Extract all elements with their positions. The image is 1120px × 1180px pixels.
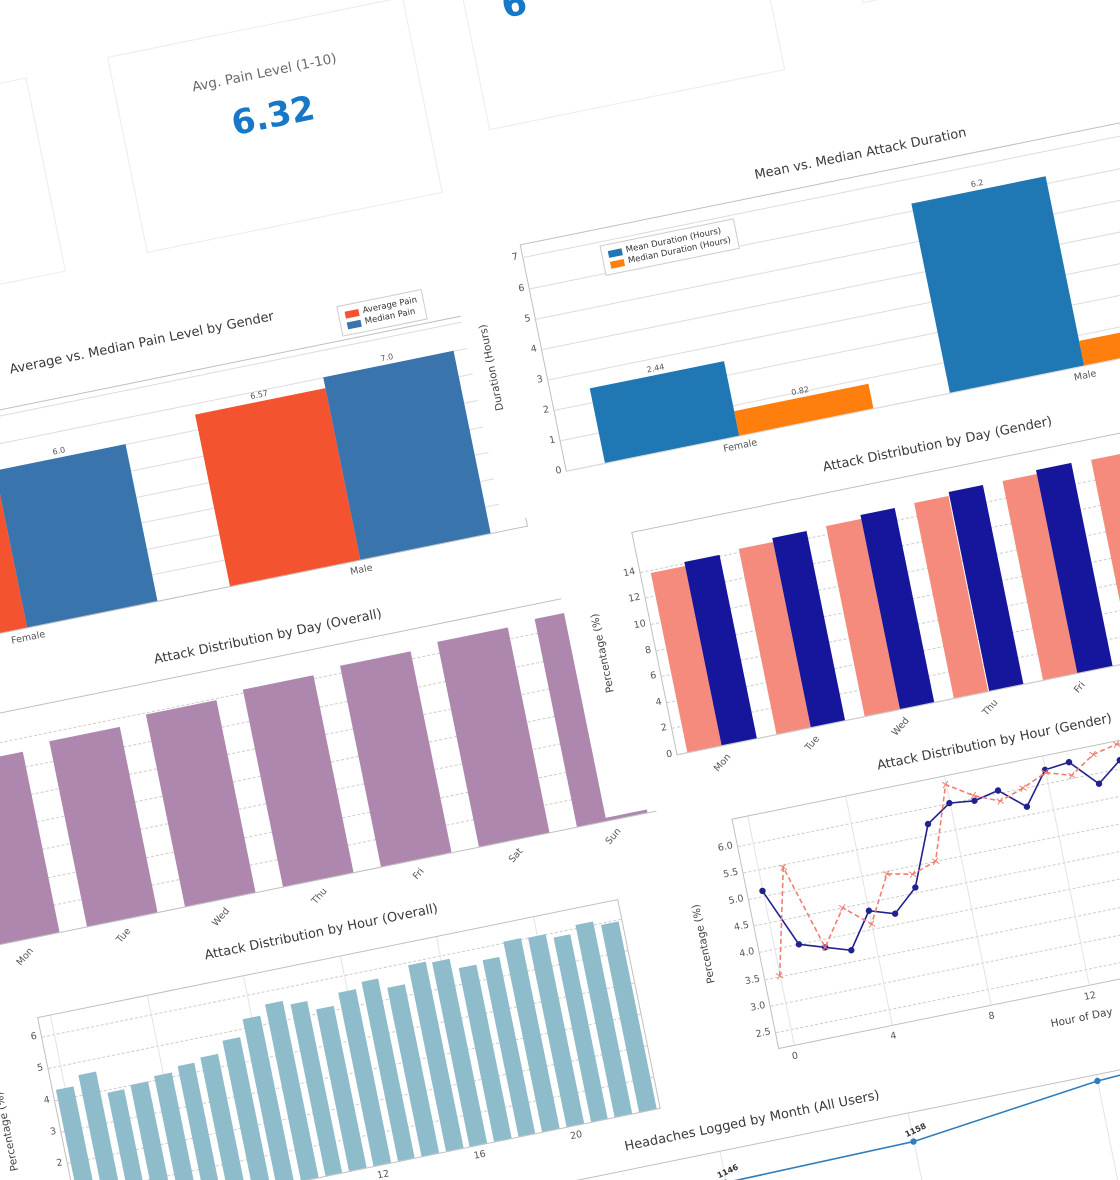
x-tick-label: Wed (210, 905, 233, 929)
legend-swatch (344, 308, 360, 319)
x-tick-label: 12 (376, 1168, 391, 1180)
legend-swatch (609, 258, 625, 269)
chart-hour-gender: Attack Distribution by Hour (Gender) 2.5 3… (653, 646, 1120, 1120)
bar (340, 651, 452, 867)
x-tick-label: 4 (889, 1030, 898, 1043)
x-tick-label: 12 (1083, 989, 1098, 1003)
x-tick-label: Male (1073, 368, 1098, 384)
y-tick-label: 6 (649, 670, 658, 683)
y-tick-label: 0 (554, 464, 563, 477)
y-tick-label: 3.5 (743, 973, 761, 987)
bar (145, 699, 256, 907)
x-tick-label: Thu (980, 697, 1000, 719)
x-tick-label: 8 (987, 1010, 996, 1023)
y-tick-label: 14 (622, 566, 637, 580)
y-tick-label: 5.0 (727, 893, 745, 908)
bar (911, 176, 1085, 393)
y-tick-label: 2.5 (754, 1026, 772, 1040)
y-tick-label: 10 (632, 618, 647, 632)
y-axis-label: Percentage (%) (0, 1090, 22, 1173)
y-axis-label: Percentage (%) (588, 612, 617, 694)
bar-value-label: 7.0 (379, 351, 394, 364)
y-axis-label: Percentage (%) (689, 902, 718, 985)
chart-headaches-by-month: Headaches Logged by Month (All Users) 114… (200, 960, 1120, 1180)
kpi-card-offscreen-left (0, 77, 66, 332)
clipped-kpi-digit: 6 (497, 0, 531, 27)
x-tick-label: Wed (889, 715, 912, 739)
x-axis-label: Hour of Day (1049, 1005, 1114, 1031)
y-tick-label: 4.0 (738, 946, 756, 961)
bar-value-label: 6.0 (51, 445, 67, 458)
y-tick-label: 8 (644, 644, 653, 657)
y-tick-label: 4 (654, 696, 663, 709)
y-tick-label: 2 (542, 403, 551, 416)
y-tick-label: 1 (548, 434, 557, 447)
y-tick-label: 12 (627, 592, 642, 606)
y-tick-label: 6 (517, 282, 526, 295)
svg-text:1146: 1146 (716, 1162, 740, 1180)
x-tick-label: 20 (569, 1129, 584, 1143)
x-tick-label: Tue (114, 925, 134, 946)
y-tick-label: 2 (55, 1156, 64, 1169)
bar (0, 444, 158, 628)
y-tick-label: 4 (42, 1093, 51, 1106)
x-tick-label: 0 (791, 1050, 800, 1063)
x-tick-label: 16 (472, 1148, 487, 1162)
y-tick-label: 4.5 (733, 919, 751, 934)
x-tick-label: Female (10, 629, 47, 647)
x-tick-label: Thu (309, 885, 330, 907)
y-tick-label: 6.0 (716, 840, 734, 855)
y-tick-label: 2 (659, 722, 669, 735)
bar-value-label: 6.2 (969, 178, 985, 190)
kpi-value: 6.32 (228, 88, 319, 145)
y-tick-label: 3.0 (749, 999, 767, 1014)
kpi-card-clipped-right (822, 0, 1120, 4)
y-tick-label: 3 (49, 1125, 58, 1138)
bar (589, 361, 740, 463)
legend-swatch (607, 247, 623, 258)
x-tick-label: Mon (712, 751, 734, 775)
x-tick-label: Sun (603, 826, 624, 848)
y-tick-label: 6 (29, 1031, 38, 1044)
x-tick-label: Male (349, 562, 374, 578)
y-tick-label: 5 (523, 312, 532, 325)
bar (49, 726, 158, 927)
plot-area: 1146 1158 1255 (247, 997, 1120, 1180)
bar (0, 752, 60, 947)
legend-swatch (346, 319, 362, 329)
kpi-card-avg-pain: Avg. Pain Level (1-10) 6.32 (107, 0, 443, 253)
y-tick-label: 5 (36, 1062, 45, 1075)
y-tick-label: 3 (535, 373, 545, 386)
x-tick-label: Sat (506, 846, 526, 866)
plot-area (731, 697, 1120, 1050)
x-tick-label: Female (722, 437, 759, 455)
kpi-card-clipped-center: 6 (449, 0, 786, 131)
x-tick-label: Tue (803, 733, 822, 754)
x-tick-label: Fri (1072, 679, 1088, 696)
y-tick-label: 7 (511, 251, 520, 264)
svg-text:1255: 1255 (1088, 1061, 1112, 1079)
bar (1079, 313, 1120, 366)
y-tick-label: 5.5 (722, 866, 740, 881)
y-tick-label: 0 (665, 748, 674, 761)
svg-text:1158: 1158 (904, 1121, 928, 1139)
bar (242, 675, 354, 887)
x-tick-label: Fri (410, 866, 427, 882)
line-plot-svg (759, 740, 1120, 980)
x-tick-label: Mon (14, 945, 36, 969)
y-axis-label: Duration (Hours) (476, 323, 507, 412)
y-tick-label: 4 (529, 342, 538, 355)
